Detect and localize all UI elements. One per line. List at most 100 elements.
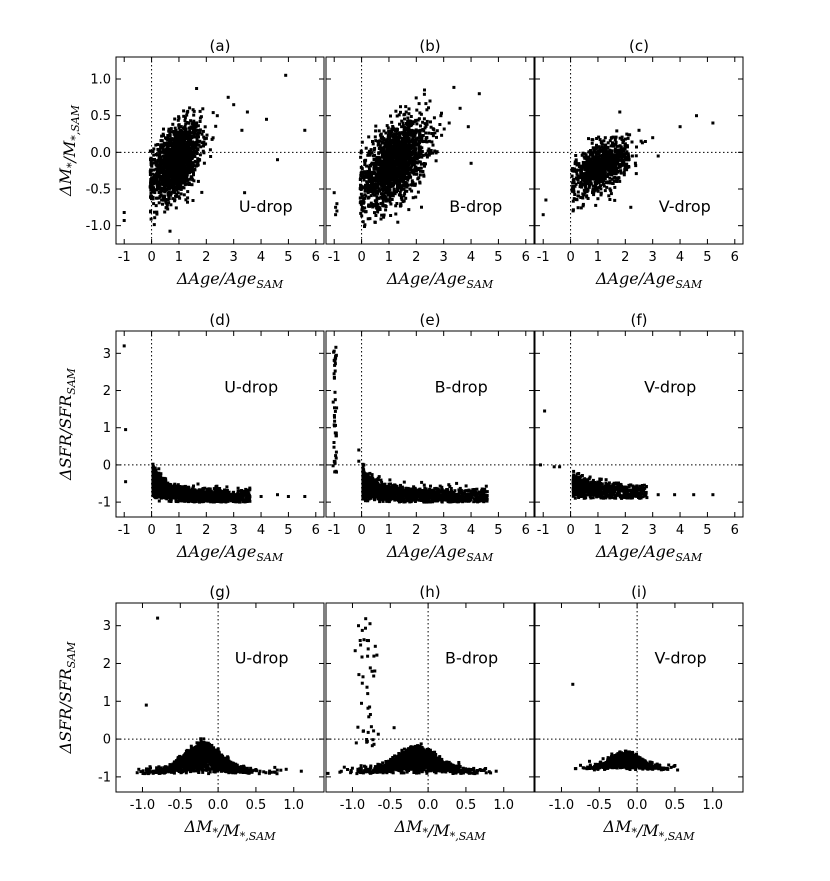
data-point [176,146,180,149]
data-point [596,175,600,179]
data-point [617,176,621,180]
data-point [170,156,174,159]
data-point [161,169,165,173]
data-point [405,175,409,179]
data-point [589,182,593,186]
data-point [425,136,429,139]
data-point [405,128,409,132]
data-point [401,200,405,204]
data-point [379,169,383,173]
data-point [627,165,630,168]
data-point [630,154,634,158]
data-point [406,178,410,182]
data-point [166,147,170,151]
data-point [395,136,399,140]
data-point [602,170,606,174]
data-point [598,173,602,177]
data-point [362,178,366,182]
data-point [581,151,585,155]
data-point [161,154,165,158]
data-point [591,189,595,193]
data-point [580,153,584,157]
data-point [618,179,622,183]
data-point [360,185,364,189]
data-point [155,175,159,179]
data-point [174,153,178,157]
data-point [385,165,389,168]
data-point [580,178,584,182]
data-point [381,201,385,205]
data-point [391,156,395,160]
data-point [169,159,173,163]
data-point [585,190,589,194]
data-point [606,172,610,176]
data-point [594,203,598,207]
data-point [392,144,395,148]
panel-title: (a) [210,37,231,55]
data-point [381,199,385,203]
data-point [173,179,177,183]
data-point [601,180,605,184]
data-point [183,135,187,139]
data-point [191,125,194,129]
data-point [399,203,403,207]
panel-annotation: B-drop [449,197,502,216]
data-point [303,128,307,132]
data-point [611,155,614,158]
data-point [381,193,385,197]
data-point [389,165,393,169]
data-point [604,163,608,167]
data-point [430,132,434,135]
data-point [598,185,602,189]
data-point [592,173,596,177]
data-point [401,139,405,143]
data-point [612,176,616,180]
data-point [597,135,601,139]
data-point [367,179,371,183]
data-point [582,188,586,192]
data-point [389,214,393,217]
data-point [609,144,613,148]
data-point [195,150,198,154]
data-point [161,172,165,176]
data-point [394,151,398,155]
data-point [359,174,363,177]
data-point [408,156,411,160]
data-point [598,167,602,171]
data-point [155,153,159,157]
x-axis-label: ΔAge/AgeSAM [595,269,703,291]
data-point [174,143,177,147]
data-point [425,155,429,159]
data-point [382,213,386,217]
data-point [427,131,431,135]
data-point [174,185,178,189]
data-point [177,161,181,164]
x-tick-label: 1 [175,250,183,265]
data-point [397,137,401,141]
data-point [390,183,394,187]
data-point [416,136,420,140]
data-point [374,124,378,128]
data-point [595,143,598,147]
data-point [408,119,411,123]
data-point [404,122,408,125]
data-point [200,141,204,145]
data-point [404,163,408,166]
data-point [405,167,409,171]
x-tick-label: 5 [284,250,292,265]
data-point [387,176,390,180]
data-point [177,182,181,186]
data-point [414,96,418,100]
data-point [407,173,411,177]
data-point [164,198,168,201]
data-point [413,165,417,169]
data-point [433,149,437,153]
data-point [381,196,385,200]
data-point [161,202,164,206]
data-point [579,170,583,174]
data-point [602,163,606,167]
data-point [613,185,617,189]
data-point [409,168,413,172]
data-point [185,113,189,117]
